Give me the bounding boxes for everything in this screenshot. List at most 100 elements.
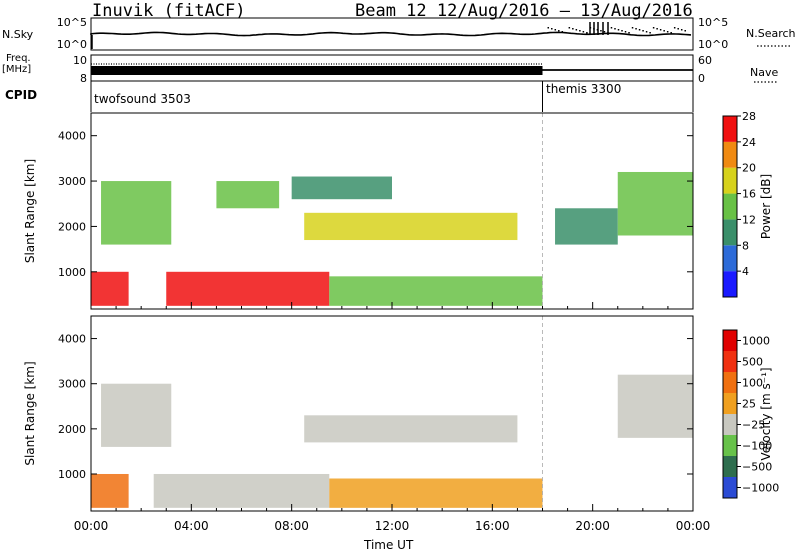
y-tick-label: 1000 bbox=[58, 266, 86, 279]
nsearch-dot bbox=[547, 27, 550, 29]
colorbar-tick-label: 500 bbox=[742, 356, 763, 369]
y-tick-label: 4000 bbox=[58, 130, 86, 143]
colorbar-frame bbox=[722, 329, 738, 499]
nsearch-dot bbox=[631, 27, 634, 29]
x-tick-label: 00:00 bbox=[74, 519, 109, 533]
echo-region-6 bbox=[617, 374, 693, 438]
nsky-tick-high: 10^5 bbox=[57, 16, 87, 29]
nsearch-dot bbox=[621, 30, 623, 32]
colorbar-tick-label: 100 bbox=[742, 377, 763, 390]
colorbar-segment bbox=[723, 116, 737, 142]
nsearch-dot bbox=[617, 29, 620, 31]
nsearch-label: N.Search bbox=[746, 27, 796, 40]
colorbar-segment bbox=[723, 393, 737, 414]
beam-date-title: Beam 12 12/Aug/2016 – 13/Aug/2016 bbox=[355, 1, 693, 21]
nsearch-dot bbox=[684, 30, 686, 32]
x-tick-label: 20:00 bbox=[575, 519, 610, 533]
nsearch-dot bbox=[677, 28, 679, 30]
echo-region-8 bbox=[555, 208, 618, 245]
colorbar-segment bbox=[723, 271, 737, 297]
nsearch-dot bbox=[558, 30, 560, 32]
colorbar-tick-label: −25 bbox=[742, 419, 765, 432]
nsearch-tick-high: 10^5 bbox=[698, 16, 728, 29]
nsky-tick-low: 10^0 bbox=[57, 38, 87, 51]
colorbar-segment bbox=[723, 141, 737, 168]
time-axis: 00:00 04:00 08:00 12:00 16:00 20:00 00:00 bbox=[74, 519, 711, 533]
y-tick-label: 2000 bbox=[58, 220, 86, 233]
nsearch-dot bbox=[586, 32, 588, 34]
y-tick-label: 2000 bbox=[58, 423, 86, 436]
colorbar-tick-label: −100 bbox=[742, 440, 772, 453]
nsearch-dot bbox=[579, 30, 581, 32]
top-panels: 10^5 10^0 10^5 10^0 10 8 60 0 bbox=[57, 16, 790, 112]
y-tick-label: 3000 bbox=[58, 175, 86, 188]
y-tick-label: 3000 bbox=[58, 378, 86, 391]
colorbar-label: Velocity [m s⁻¹] bbox=[759, 367, 773, 460]
nsearch-dot bbox=[565, 32, 567, 34]
nsearch-dot bbox=[649, 32, 651, 34]
x-axis-label: Time UT bbox=[364, 538, 414, 552]
freq-tick-low: 8 bbox=[80, 72, 87, 85]
nsearch-dot bbox=[663, 30, 665, 32]
y-tick-label: 1000 bbox=[58, 468, 86, 481]
x-tick-label: 12:00 bbox=[375, 519, 410, 533]
echo-region-1 bbox=[101, 181, 172, 245]
nsky-trace bbox=[90, 31, 692, 37]
colorbar-tick-label: 8 bbox=[742, 239, 749, 252]
nsearch-dot bbox=[635, 28, 637, 30]
velocity-panel: 1000 2000 3000 4000 Slant Range [km] 1000 500 1… bbox=[23, 315, 779, 512]
echo-region-3 bbox=[153, 473, 330, 508]
nsearch-dot bbox=[554, 29, 557, 31]
nsearch-dot bbox=[638, 29, 641, 31]
nave-tick-high: 60 bbox=[698, 54, 712, 67]
y-axis-label: Slant Range [km] bbox=[23, 159, 37, 263]
echo-region-4 bbox=[304, 415, 518, 443]
echo-region-1 bbox=[101, 383, 172, 447]
colorbar-segment bbox=[723, 219, 737, 246]
y-axis-label: Slant Range [km] bbox=[23, 361, 37, 465]
freq-label: Freq. bbox=[6, 53, 31, 64]
nsearch-dot bbox=[659, 29, 662, 31]
colorbar-segment bbox=[723, 477, 737, 498]
colorbar-segment bbox=[723, 245, 737, 272]
power-panel: 1000 2000 3000 4000 Slant Range [km] 4 8 12 16 20… bbox=[23, 110, 773, 310]
nsearch-dot bbox=[572, 28, 574, 30]
echo-region-3 bbox=[166, 271, 330, 306]
nave-tick-low: 0 bbox=[698, 72, 705, 85]
nsearch-dot bbox=[642, 30, 644, 32]
x-tick-label: 04:00 bbox=[174, 519, 209, 533]
x-tick-label: 00:00 bbox=[676, 519, 711, 533]
echo-region-7 bbox=[329, 276, 543, 306]
colorbar-tick-label: 12 bbox=[742, 213, 756, 226]
nsearch-dot bbox=[680, 29, 683, 31]
nsearch-dot bbox=[610, 27, 613, 29]
freq-band-3503 bbox=[91, 66, 543, 75]
colorbar-frame bbox=[722, 115, 738, 298]
colorbar-tick-label: 24 bbox=[742, 136, 756, 149]
echo-region-2 bbox=[91, 473, 129, 508]
nsearch-dot bbox=[670, 32, 672, 34]
cpid-segment-1: twofsound 3503 bbox=[94, 92, 191, 106]
nsearch-dot bbox=[603, 31, 606, 33]
colorbar-segment bbox=[723, 351, 737, 372]
nsearch-dot bbox=[673, 27, 676, 29]
colorbar-segment bbox=[723, 435, 737, 456]
nsearch-dot bbox=[666, 31, 669, 33]
colorbar-segment bbox=[723, 193, 737, 220]
echo-region-5 bbox=[329, 478, 543, 508]
y-tick-label: 4000 bbox=[58, 333, 86, 346]
colorbar-tick-label: 25 bbox=[742, 398, 756, 411]
colorbar-segment bbox=[723, 372, 737, 393]
colorbar-tick-label: −500 bbox=[742, 461, 772, 474]
colorbar-segment bbox=[723, 414, 737, 435]
echo-region-4 bbox=[216, 181, 280, 209]
echo-region-5 bbox=[291, 176, 392, 200]
nsearch-dot bbox=[652, 27, 655, 29]
nsearch-dot bbox=[645, 31, 648, 33]
x-tick-label: 16:00 bbox=[475, 519, 510, 533]
colorbar-label: Power [dB] bbox=[759, 174, 773, 239]
nsearch-dot bbox=[561, 31, 564, 33]
colorbar-segment bbox=[723, 330, 737, 351]
